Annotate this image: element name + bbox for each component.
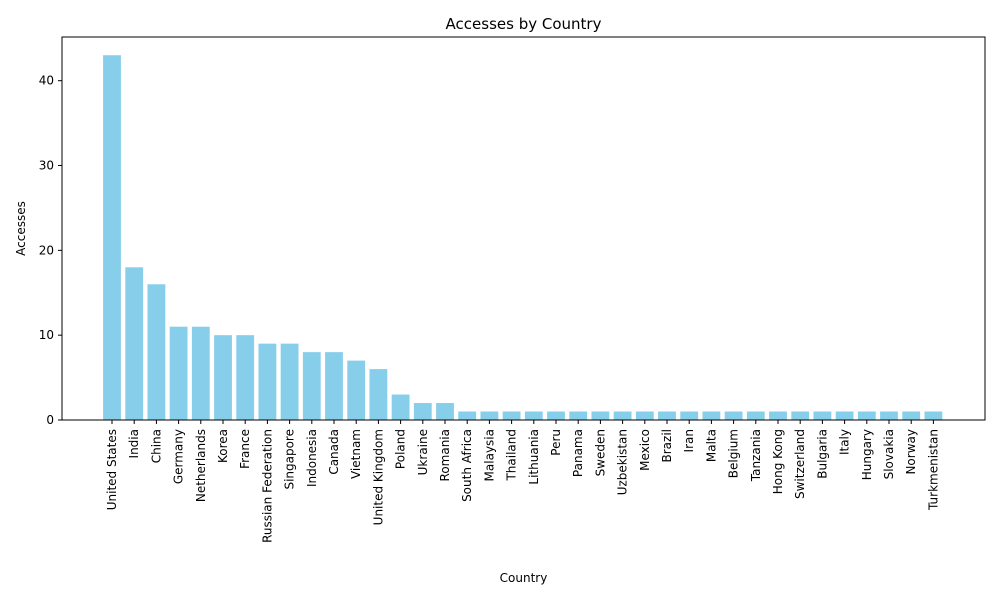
x-tick-label: Indonesia	[305, 429, 319, 487]
bar	[502, 411, 521, 420]
bar	[591, 411, 610, 420]
bar	[835, 411, 854, 420]
bar	[569, 411, 588, 420]
y-tick-label: 10	[39, 328, 54, 342]
bar	[391, 394, 410, 420]
x-tick-label: Belgium	[727, 429, 741, 478]
x-tick-label: Mexico	[638, 429, 652, 471]
bar	[880, 411, 898, 420]
x-tick-label: Peru	[549, 429, 563, 456]
bar	[280, 343, 299, 420]
bar	[658, 411, 676, 420]
x-axis-label: Country	[500, 571, 548, 585]
bar	[236, 335, 255, 420]
x-tick-label: India	[127, 429, 141, 458]
x-tick-label: Lithuania	[527, 429, 541, 485]
bars-layer	[103, 55, 943, 421]
bar	[680, 411, 699, 420]
x-tick-label: Tanzania	[749, 429, 763, 482]
x-tick-label: Bulgaria	[815, 429, 829, 479]
x-tick-label: Malaysia	[482, 429, 496, 481]
bar	[746, 411, 765, 420]
bar	[458, 411, 477, 420]
x-tick-label: Norway	[904, 429, 918, 475]
bar	[635, 411, 654, 420]
x-tick-label: Panama	[571, 429, 585, 477]
bar	[613, 411, 632, 420]
y-axis: 0 10 20 30 40	[39, 74, 62, 427]
bar	[436, 403, 454, 420]
y-tick-label: 40	[39, 74, 54, 88]
y-tick-label: 30	[39, 159, 54, 173]
bar	[214, 335, 232, 420]
x-tick-label: Iran	[682, 429, 696, 452]
x-tick-label: United Kingdom	[371, 429, 385, 525]
bar	[125, 267, 144, 420]
x-tick-label: France	[238, 429, 252, 469]
plot-frame	[61, 36, 986, 421]
x-tick-label: Italy	[838, 429, 852, 455]
bar	[769, 411, 787, 420]
x-tick-label: Thailand	[505, 429, 519, 482]
x-tick-label: Singapore	[283, 429, 297, 490]
bar	[547, 411, 565, 420]
y-tick-label: 0	[46, 413, 54, 427]
x-tick-label: Romania	[438, 429, 452, 481]
bar	[169, 326, 188, 420]
chart-title: Accesses by Country	[446, 15, 602, 33]
x-tick-label: Poland	[394, 429, 408, 469]
x-tick-label: United States	[105, 429, 119, 510]
bar	[325, 352, 343, 420]
bar	[103, 55, 121, 421]
bar	[702, 411, 721, 420]
x-tick-label: Netherlands	[194, 429, 208, 502]
x-tick-label: Russian Federation	[260, 429, 274, 543]
bar	[724, 411, 743, 420]
y-axis-label: Accesses	[14, 201, 28, 256]
bar	[302, 352, 321, 420]
x-tick-label: China	[149, 429, 163, 463]
x-tick-label: Canada	[327, 429, 341, 475]
bar	[813, 411, 832, 420]
bar	[902, 411, 921, 420]
bar	[857, 411, 876, 420]
bar	[191, 326, 210, 420]
bar	[524, 411, 543, 420]
bar	[924, 411, 943, 420]
x-tick-label: Hong Kong	[771, 429, 785, 494]
bar	[347, 360, 366, 420]
x-tick-label: Hungary	[860, 429, 874, 480]
bar	[147, 284, 166, 420]
x-tick-label: Turkmenistan	[926, 429, 940, 511]
bar	[258, 343, 277, 420]
bar	[791, 411, 810, 420]
x-tick-label: Korea	[216, 429, 230, 463]
x-tick-label: Vietnam	[349, 429, 363, 479]
bar	[413, 403, 432, 420]
bar	[369, 369, 388, 420]
x-tick-label: Malta	[704, 429, 718, 462]
x-tick-label: Brazil	[660, 429, 674, 463]
x-tick-label: Ukraine	[416, 429, 430, 475]
x-tick-label: South Africa	[460, 429, 474, 502]
x-tick-label: Slovakia	[882, 429, 896, 479]
x-tick-label: Germany	[172, 429, 186, 484]
x-tick-label: Switzerland	[793, 429, 807, 499]
x-tick-label: Uzbekistan	[616, 429, 630, 495]
x-axis: United States India China Germany Netherland…	[105, 420, 940, 543]
bar	[480, 411, 499, 420]
y-tick-label: 20	[39, 243, 54, 257]
x-tick-label: Sweden	[593, 429, 607, 476]
